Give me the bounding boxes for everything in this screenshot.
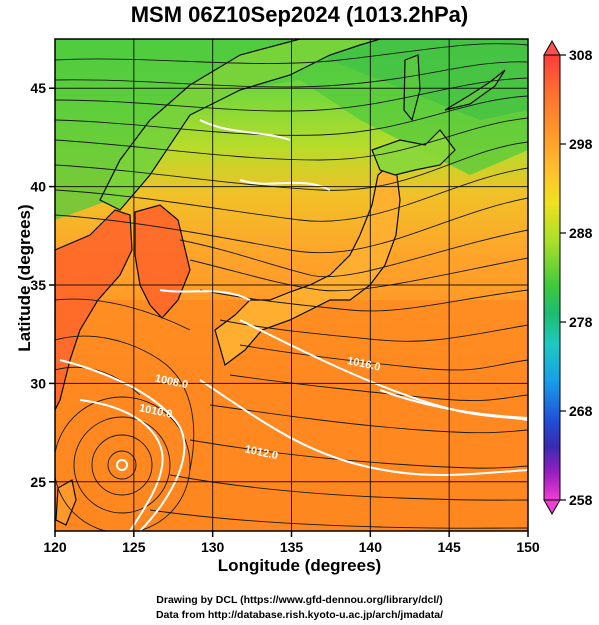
- colorbar-tick-label: 298: [569, 136, 593, 152]
- x-tick-label: 125: [122, 539, 146, 555]
- x-tick-label: 120: [43, 539, 67, 555]
- x-tick-label: 150: [516, 539, 540, 555]
- x-tick-label: 140: [359, 539, 383, 555]
- x-tick-label: 130: [201, 539, 225, 555]
- y-tick-label: 45: [30, 80, 46, 96]
- colorbar-upper-arrow: [543, 39, 561, 56]
- streamlines: [55, 43, 528, 531]
- chart-title: MSM 06Z10Sep2024 (1013.2hPa): [130, 2, 469, 27]
- y-tick-label: 25: [30, 474, 46, 490]
- y-tick-label: 35: [30, 277, 46, 293]
- pressure-contours: [59, 119, 528, 531]
- colorbar-tick-label: 308: [569, 47, 593, 63]
- y-tick-label: 30: [30, 375, 46, 391]
- colorbar-tick-label: 288: [569, 225, 593, 241]
- x-axis-label: Longitude (degrees): [217, 556, 382, 575]
- x-tick-label: 135: [280, 539, 304, 555]
- colorbar-lower-arrow: [543, 499, 561, 516]
- colorbar-tick-label: 278: [569, 314, 593, 330]
- y-tick-label: 40: [30, 179, 46, 195]
- y-axis-label: Latitude (degrees): [15, 204, 34, 352]
- x-tick-label: 145: [437, 539, 461, 555]
- credit-data-source: Data from http://database.rish.kyoto-u.a…: [155, 609, 444, 621]
- colorbar: 308 298 288 278 268 258: [543, 39, 593, 516]
- colorbar-tick-label: 268: [569, 403, 593, 419]
- land-masses: [55, 39, 506, 526]
- credit-drawing: Drawing by DCL (https://www.gfd-dennou.o…: [156, 594, 443, 606]
- axis-ticks: 120 125 130 135 140 145 150 25 30 35 40 45: [30, 80, 539, 555]
- colorbar-tick-label: 258: [569, 492, 593, 508]
